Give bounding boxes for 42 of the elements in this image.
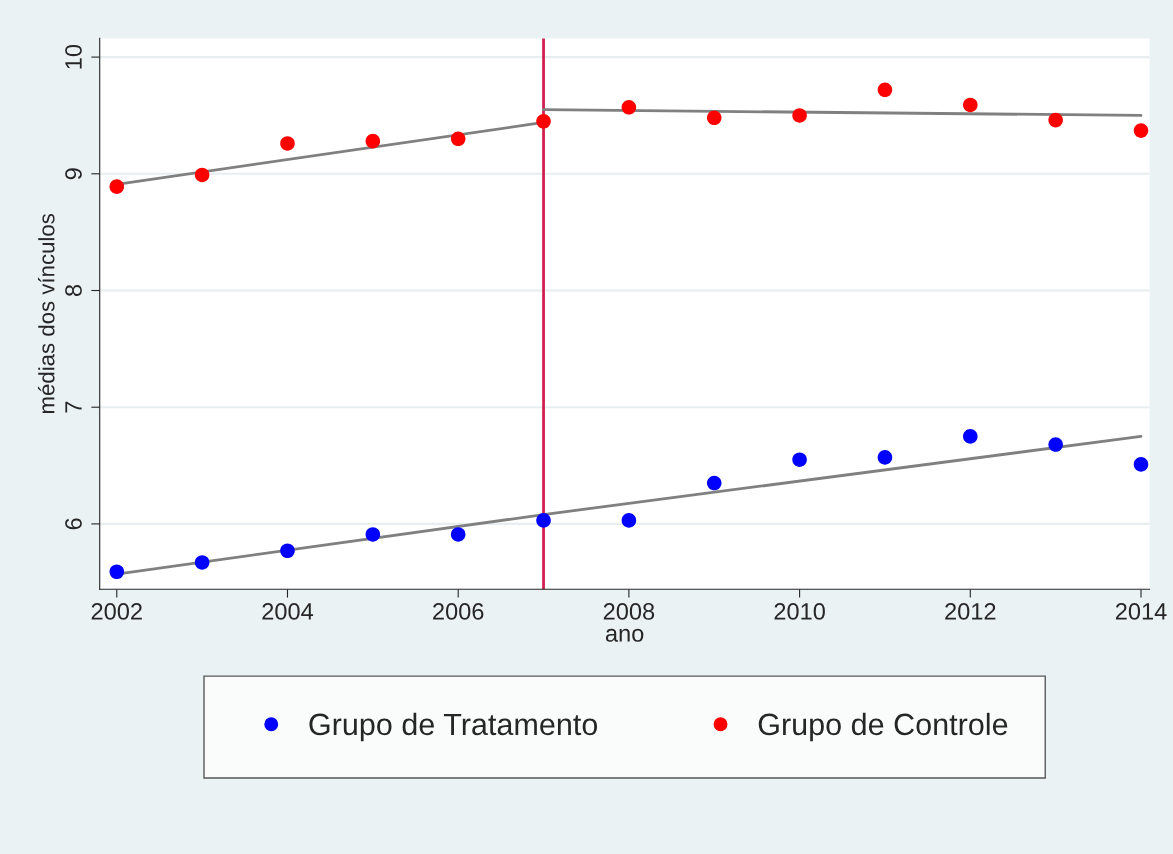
- point: [706, 110, 722, 126]
- x-tick-label: 2006: [433, 603, 484, 620]
- point: [1048, 437, 1063, 452]
- point: [706, 475, 722, 491]
- point: [1133, 457, 1149, 472]
- point: [963, 429, 978, 444]
- point: [365, 527, 381, 542]
- point: [792, 108, 807, 123]
- point: [621, 100, 637, 115]
- y-tick-label: 8: [65, 284, 82, 297]
- point: [963, 97, 978, 113]
- point: [109, 179, 125, 194]
- point: [792, 452, 807, 468]
- x-tick-label: 2012: [945, 603, 996, 620]
- point: [450, 527, 466, 542]
- y-tick-label: 6: [65, 518, 82, 530]
- x-tick-label: 2002: [91, 603, 142, 620]
- x-tick-label: 2004: [262, 603, 314, 620]
- x-tick-label: 2014: [1115, 603, 1167, 620]
- point: [536, 513, 551, 528]
- point: [450, 131, 466, 147]
- point: [280, 543, 295, 559]
- x-axis-title: ano: [605, 628, 644, 642]
- point: [194, 167, 210, 183]
- point: [194, 555, 210, 570]
- point: [877, 82, 893, 98]
- point: [365, 133, 381, 149]
- x-tick-label: 2010: [774, 603, 825, 620]
- legend-label: Grupo de Controle: [758, 712, 1008, 742]
- point: [1048, 112, 1063, 128]
- x-tick-label: 2008: [603, 603, 655, 620]
- point: [877, 450, 893, 465]
- point: [621, 513, 637, 528]
- y-tick-label: 7: [65, 401, 82, 413]
- y-tick-label: 9: [65, 168, 82, 180]
- point: [109, 564, 125, 580]
- point: [1133, 123, 1149, 138]
- point: [280, 136, 295, 151]
- y-axis-title: médias dos vínculos: [37, 213, 55, 414]
- legend-label: Grupo de Tratamento: [309, 712, 598, 742]
- point: [536, 114, 551, 129]
- y-tick-label: 10: [65, 44, 82, 69]
